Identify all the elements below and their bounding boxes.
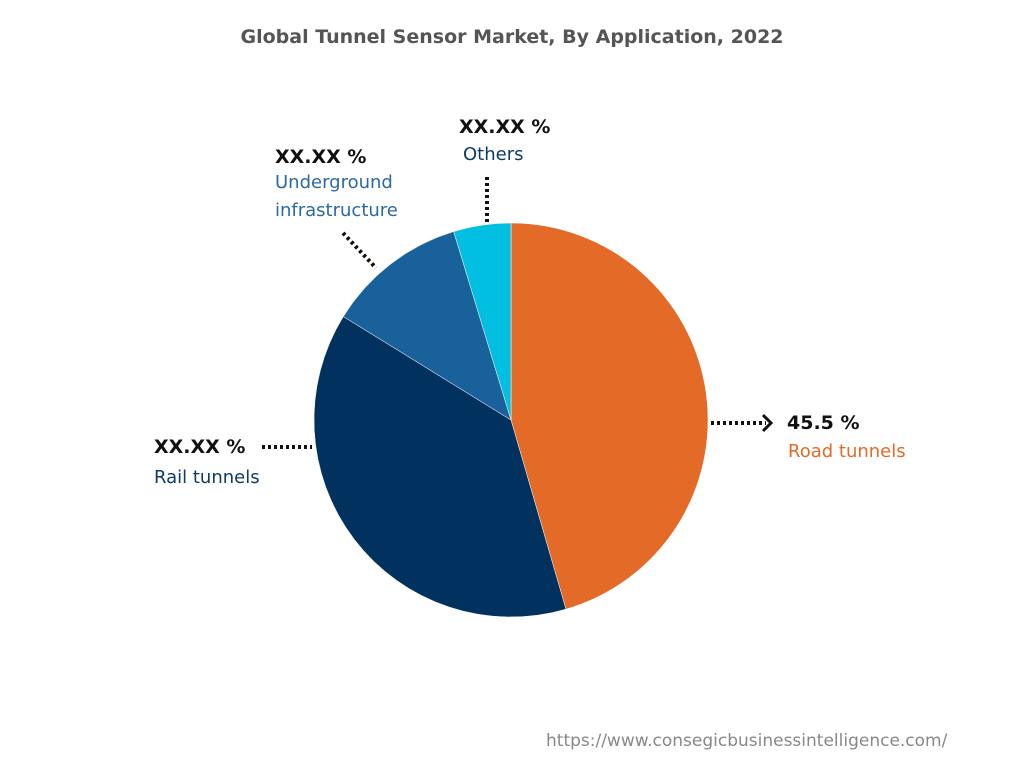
others-percent-label: XX.XX % [459, 116, 551, 138]
pie-slice-road-tunnels [510, 222, 709, 610]
rail-category-label: Rail tunnels [154, 467, 260, 488]
leader-road-arrow [761, 413, 774, 433]
pie-slice-underground-infrastructure [343, 231, 512, 421]
pie-slice-rail-tunnels [313, 316, 567, 618]
road-category-label: Road tunnels [788, 441, 906, 462]
road-percent-label: 45.5 % [787, 412, 860, 434]
others-category-label: Others [463, 144, 524, 165]
leader-underground [341, 231, 378, 270]
source-url[interactable]: https://www.consegicbusinessintelligence… [546, 731, 948, 751]
underground-category-label: Underground infrastructure [275, 172, 398, 221]
rail-percent-label: XX.XX % [154, 436, 246, 458]
pie-slice-others [453, 222, 512, 421]
underground-percent-label: XX.XX % [275, 146, 367, 168]
chart-title: Global Tunnel Sensor Market, By Applicat… [240, 26, 784, 48]
